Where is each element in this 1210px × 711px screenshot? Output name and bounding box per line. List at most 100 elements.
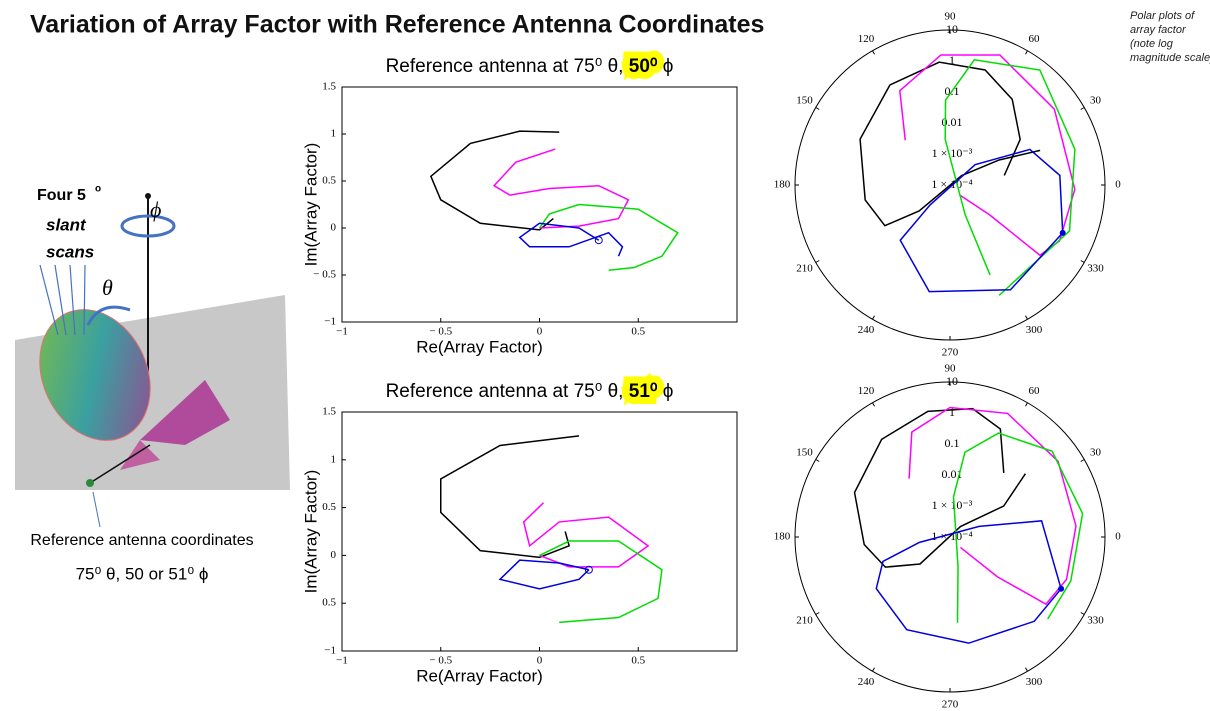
theta-tick-label: 60	[1029, 385, 1041, 397]
phi-label: ϕ	[150, 197, 161, 222]
theta-tick-label: 120	[858, 33, 875, 45]
antenna-diagram: Four 5 o slant scans θ ϕ Reference anten…	[15, 184, 290, 584]
theta-tick	[873, 316, 875, 319]
scan-label: slant	[46, 215, 87, 234]
y-tick-label: −1	[324, 645, 336, 657]
y-tick-label: 0.5	[322, 175, 336, 187]
theta-tick	[1026, 668, 1028, 671]
title-part: ϕ	[658, 381, 674, 402]
x-tick-label: −1	[336, 655, 348, 667]
series-line	[540, 541, 662, 622]
theta-tick-label: 180	[774, 179, 791, 191]
title-part: ϕ	[658, 56, 674, 77]
r-tick-label: 1 × 10⁻³	[932, 498, 973, 512]
y-tick-label: 0.5	[322, 597, 336, 609]
theta-tick-label: 90	[945, 363, 957, 375]
title-part: Reference antenna at 75⁰ θ,	[386, 381, 629, 402]
reference-caption: 75⁰ θ, 50 or 51⁰ ϕ	[76, 564, 209, 583]
series-line	[500, 560, 589, 589]
theta-tick	[1081, 108, 1084, 110]
reference-caption: Reference antenna coordinates	[30, 532, 253, 549]
theta-tick	[873, 51, 875, 54]
x-tick-label: 0	[537, 655, 543, 667]
theta-tick-label: 0	[1115, 531, 1121, 543]
series-line	[494, 149, 628, 228]
theta-tick-label: 180	[774, 531, 791, 543]
y-tick-label: −1	[324, 316, 336, 328]
theta-tick-label: 60	[1029, 33, 1041, 45]
slide: Variation of Array Factor with Reference…	[0, 0, 1210, 711]
y-axis-label: Im(Array Factor)	[301, 143, 320, 267]
theta-tick-label: 300	[1026, 676, 1043, 688]
x-tick-label: 0.5	[631, 326, 645, 338]
theta-tick-label: 210	[796, 615, 813, 627]
theta-tick	[816, 261, 819, 263]
y-axis-label: Im(Array Factor)	[301, 470, 320, 594]
x-tick-label: − 0.5	[429, 655, 452, 667]
title-part: 51⁰	[629, 381, 658, 402]
theta-label: θ	[102, 275, 113, 300]
r-tick-label: 1 × 10⁻³	[932, 146, 973, 160]
chart-title: Reference antenna at 75⁰ θ, 50⁰ ϕ	[386, 56, 674, 77]
y-tick-label: 0	[331, 549, 337, 561]
plot-frame	[342, 412, 737, 651]
note-line: array factor	[1130, 24, 1187, 36]
x-tick-label: − 0.5	[429, 326, 452, 338]
theta-tick	[1081, 613, 1084, 615]
pointer-arrow	[93, 492, 100, 527]
theta-tick-label: 0	[1115, 179, 1121, 191]
theta-tick	[1026, 403, 1028, 406]
title-part: 50⁰	[629, 56, 658, 77]
title-part: Reference antenna at 75⁰ θ,	[386, 56, 629, 77]
theta-tick-label: 30	[1090, 95, 1102, 107]
y-tick-label: 0	[331, 222, 337, 234]
theta-tick-label: 330	[1087, 615, 1104, 627]
y-tick-label: − 0.5	[313, 269, 336, 281]
y-tick-label: 1	[331, 128, 337, 140]
theta-tick-label: 90	[945, 11, 957, 23]
start-marker	[1060, 230, 1066, 236]
series-line	[431, 131, 559, 230]
theta-tick	[873, 668, 875, 671]
scan-label: Four 5	[37, 187, 86, 204]
r-tick-label: 10	[946, 374, 958, 388]
theta-tick-label: 270	[942, 347, 959, 359]
reference-point	[86, 479, 94, 487]
theta-tick	[816, 460, 819, 462]
scan-degree: o	[95, 184, 101, 195]
y-tick-label: 1.5	[322, 406, 336, 418]
series-line	[524, 503, 648, 567]
series-line	[900, 149, 1062, 291]
series-line	[441, 436, 579, 557]
slide-title: Variation of Array Factor with Reference…	[30, 11, 764, 39]
x-axis-label: Re(Array Factor)	[416, 337, 543, 356]
r-tick-label: 0.1	[945, 436, 960, 450]
note-line: (note log	[1130, 38, 1174, 50]
theta-tick-label: 30	[1090, 447, 1102, 459]
theta-tick-label: 270	[942, 699, 959, 711]
x-tick-label: −1	[336, 326, 348, 338]
theta-tick	[816, 108, 819, 110]
theta-tick	[873, 403, 875, 406]
theta-tick-label: 210	[796, 263, 813, 275]
theta-tick	[1026, 316, 1028, 319]
x-axis-label: Re(Array Factor)	[416, 666, 543, 685]
series-line	[855, 409, 1026, 567]
r-tick-label: 1 × 10⁻⁴	[931, 529, 972, 543]
polar-note: Polar plots of array factor (note log ma…	[1130, 10, 1210, 64]
scan-label: scans	[46, 242, 94, 261]
series-line	[900, 55, 1075, 255]
x-tick-label: 0.5	[631, 655, 645, 667]
theta-tick	[816, 613, 819, 615]
theta-tick-label: 150	[796, 95, 813, 107]
theta-tick-label: 240	[858, 324, 875, 336]
y-tick-label: 1.5	[322, 81, 336, 93]
theta-tick-label: 150	[796, 447, 813, 459]
theta-tick-label: 330	[1087, 263, 1104, 275]
y-tick-label: 1	[331, 453, 337, 465]
start-marker	[1058, 586, 1064, 592]
theta-tick	[1081, 261, 1084, 263]
note-line: magnitude scale)	[1130, 52, 1210, 64]
y-tick-label: 0.5	[322, 501, 336, 513]
note-line: Polar plots of	[1130, 10, 1195, 22]
